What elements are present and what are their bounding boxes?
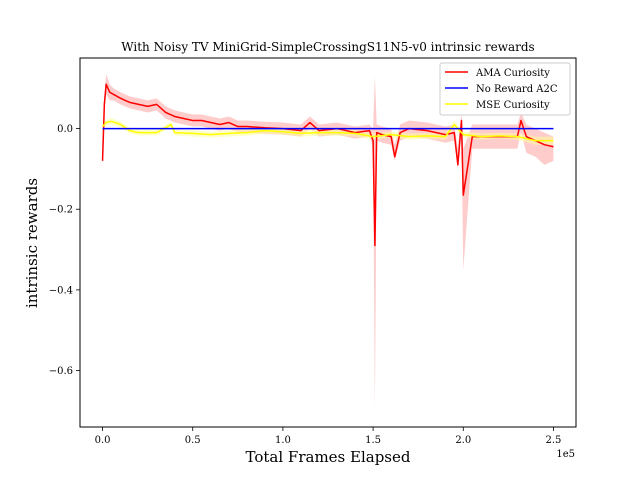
x-tick-label: 2.5	[546, 435, 562, 446]
x-tick-label: 2.0	[455, 435, 471, 446]
x-tick-label: 0.5	[185, 435, 201, 446]
legend-label-ama-curiosity: AMA Curiosity	[475, 68, 550, 79]
x-tick-label: 0.0	[95, 435, 111, 446]
x-axis-offset-label: 1e5	[556, 449, 575, 460]
legend-label-mse-curiosity: MSE Curiosity	[476, 100, 550, 111]
series-line-mse-curiosity	[101, 120, 554, 142]
legend-label-no-reward-a2c: No Reward A2C	[476, 84, 558, 95]
x-tick-label: 1.5	[365, 435, 381, 446]
x-tick-label: 1.0	[275, 435, 291, 446]
legend: AMA Curiosity No Reward A2C MSE Curiosit…	[439, 62, 571, 116]
chart-title: With Noisy TV MiniGrid-SimpleCrossingS11…	[121, 40, 534, 54]
axes-frame	[79, 57, 577, 428]
y-axis-ticks: 0.0 −0.2 −0.4 −0.6	[49, 124, 80, 377]
legend-box	[439, 62, 571, 116]
band-ama-curiosity	[102, 74, 554, 411]
band-mse-curiosity	[102, 118, 554, 145]
plot-area	[101, 74, 554, 411]
y-tick-label: −0.4	[49, 285, 73, 296]
x-axis-ticks: 0.0 0.5 1.0 1.5 2.0 2.5	[95, 427, 562, 446]
y-tick-label: −0.2	[49, 205, 73, 216]
y-axis-title: intrinsic rewards	[23, 178, 41, 308]
y-tick-label: 0.0	[57, 124, 73, 135]
y-tick-label: −0.6	[49, 366, 73, 377]
x-axis-title: Total Frames Elapsed	[246, 448, 411, 466]
